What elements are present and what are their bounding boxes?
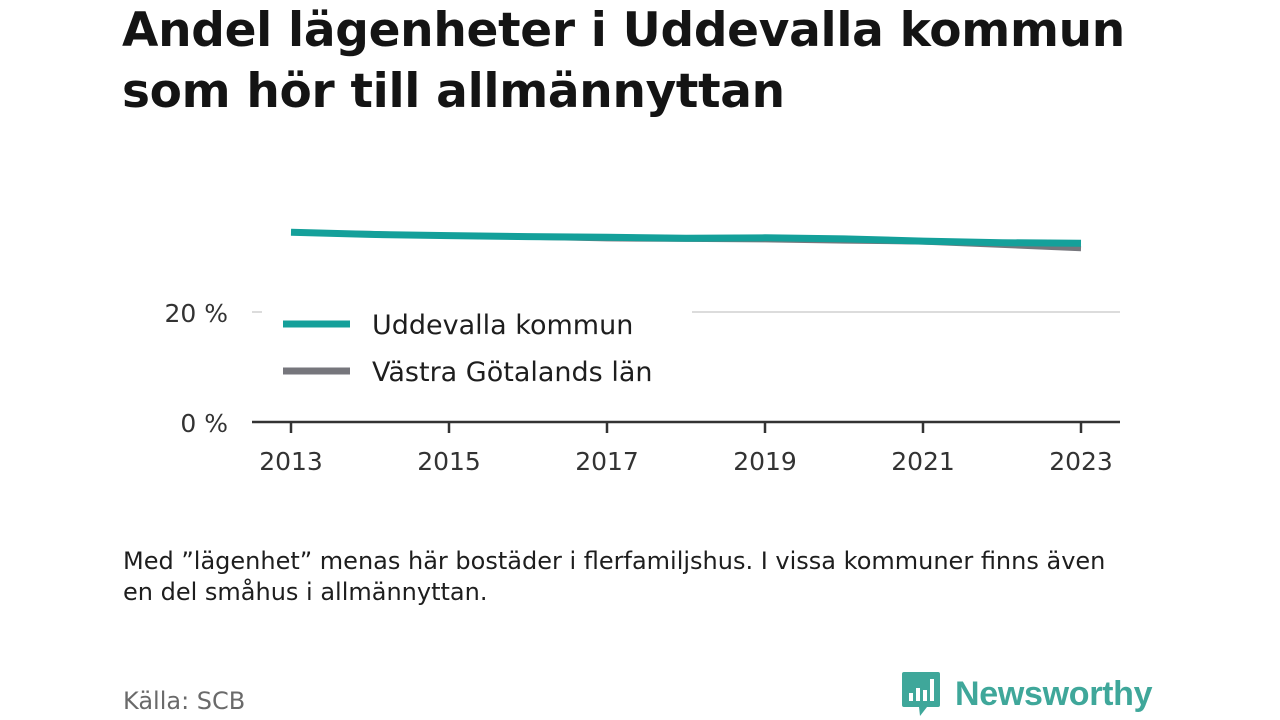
x-tick-label: 2019 <box>733 447 797 476</box>
series-line-uddevalla <box>290 228 1082 247</box>
x-tick-label: 2021 <box>891 447 955 476</box>
x-tick-label: 2013 <box>259 447 323 476</box>
y-tick-label: 20 % <box>164 299 228 328</box>
y-tick-label: 0 % <box>180 409 228 438</box>
chart-title: Andel lägenheter i Uddevalla kommun som … <box>122 3 1125 119</box>
newsworthy-logo-icon <box>902 672 940 716</box>
x-tick-label: 2015 <box>417 447 481 476</box>
newsworthy-logo: Newsworthy <box>901 670 1153 718</box>
x-tick-label: 2017 <box>575 447 639 476</box>
x-tick-label: 2023 <box>1049 447 1113 476</box>
brand-name: Newsworthy <box>955 674 1153 713</box>
chart-note: Med ”lägenhet” menas här bostäder i fler… <box>123 547 1106 606</box>
legend-label: Uddevalla kommun <box>372 310 633 341</box>
line-chart: 0 % 20 % 2013 2015 2017 2019 2021 2023 Uddeval… <box>164 228 1120 476</box>
source-text: Källa: SCB <box>123 687 246 715</box>
legend-label: Västra Götalands län <box>372 357 652 388</box>
